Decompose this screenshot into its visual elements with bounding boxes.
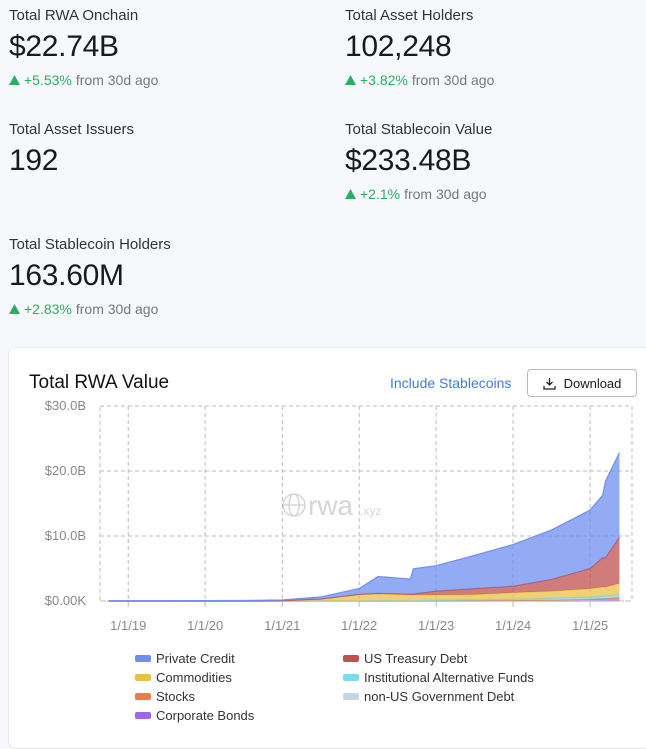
x-tick-label: 1/1/20 <box>187 618 223 633</box>
change-value: +5.53% <box>24 72 72 88</box>
y-tick-label: $30.0B <box>45 398 86 413</box>
watermark-suffix: .xyz <box>360 504 381 518</box>
legend-label: Stocks <box>156 689 196 704</box>
stat-value: 163.60M <box>9 259 124 292</box>
stat-label: Total RWA Onchain <box>9 7 139 24</box>
stat-value: $233.48B <box>345 144 472 177</box>
stat-card: Total Asset Holders 102,248 +3.82% from 30d… <box>345 7 494 88</box>
legend-swatch <box>135 674 151 681</box>
y-tick-label: $20.0B <box>45 463 86 478</box>
stat-label: Total Stablecoin Holders <box>9 236 171 253</box>
stat-label: Total Asset Issuers <box>9 121 135 138</box>
stat-change: +5.53% from 30d ago <box>9 72 158 88</box>
stat-label: Total Asset Holders <box>345 7 474 24</box>
stat-label: Total Stablecoin Value <box>345 121 493 138</box>
up-arrow <box>9 75 20 85</box>
legend-label: Institutional Alternative Funds <box>364 670 534 685</box>
legend-swatch <box>135 693 151 700</box>
stat-change: +2.83% from 30d ago <box>9 301 171 317</box>
up-arrow <box>345 75 356 85</box>
change-value: +2.1% <box>360 186 401 202</box>
change-value: +3.82% <box>360 72 408 88</box>
change-note: from 30d ago <box>75 301 159 317</box>
x-tick-label: 1/1/22 <box>341 618 377 633</box>
change-note: from 30d ago <box>75 72 159 88</box>
legend-swatch <box>343 693 359 700</box>
chart: $0.00K $10.0B $20.0B $30.0B 1/1/19 1/1/20 1/1/… <box>45 398 633 723</box>
x-tick-label: 1/1/23 <box>418 618 454 633</box>
y-tick-label: $0.00K <box>45 593 87 608</box>
up-arrow <box>345 189 356 199</box>
stat-value: 192 <box>9 144 59 177</box>
up-arrow <box>9 304 20 314</box>
legend-label: Private Credit <box>156 651 235 666</box>
legend-label: Corporate Bonds <box>156 708 255 723</box>
globe-icon <box>282 493 306 517</box>
stat-change: +2.1% from 30d ago <box>345 186 492 202</box>
legend-swatch <box>135 712 151 719</box>
stat-card: Total Stablecoin Value $233.48B +2.1% from … <box>345 121 492 202</box>
stat-card: Total Stablecoin Holders 163.60M +2.83% fro… <box>9 236 171 317</box>
legend-label: Commodities <box>156 670 232 685</box>
download-button[interactable]: Download <box>527 369 637 397</box>
x-tick-label: 1/1/21 <box>264 618 300 633</box>
stat-card: Total RWA Onchain $22.74B +5.53% from 30d a… <box>9 7 158 88</box>
legend-label: US Treasury Debt <box>364 651 468 666</box>
page: Total RWA Onchain $22.74B +5.53% from 30d a… <box>8 7 646 749</box>
legend-swatch <box>343 674 359 681</box>
stat-change: +3.82% from 30d ago <box>345 72 494 88</box>
legend-swatch <box>343 655 359 662</box>
area <box>108 452 620 601</box>
change-note: from 30d ago <box>404 186 487 202</box>
stat-card: Total Asset Issuers 192 <box>9 121 134 178</box>
stat-value: $22.74B <box>9 30 119 63</box>
download-label: Download <box>563 375 622 391</box>
stat-value: 102,248 <box>345 30 452 63</box>
watermark: rwa .xyz <box>282 490 381 521</box>
area <box>108 583 620 601</box>
x-tick-label: 1/1/24 <box>495 618 531 633</box>
y-tick-label: $10.0B <box>45 528 86 543</box>
change-value: +2.83% <box>24 301 72 317</box>
watermark-text: rwa <box>308 490 354 521</box>
legend-label: non-US Government Debt <box>364 689 515 704</box>
download-icon <box>542 377 556 390</box>
chart-title: Total RWA Value <box>29 372 170 393</box>
change-note: from 30d ago <box>411 72 495 88</box>
x-tick-label: 1/1/25 <box>572 618 608 633</box>
area-line <box>108 452 621 602</box>
include-stablecoins[interactable]: Include Stablecoins <box>390 375 512 391</box>
legend-swatch <box>135 655 151 662</box>
x-tick-label: 1/1/19 <box>110 618 146 633</box>
